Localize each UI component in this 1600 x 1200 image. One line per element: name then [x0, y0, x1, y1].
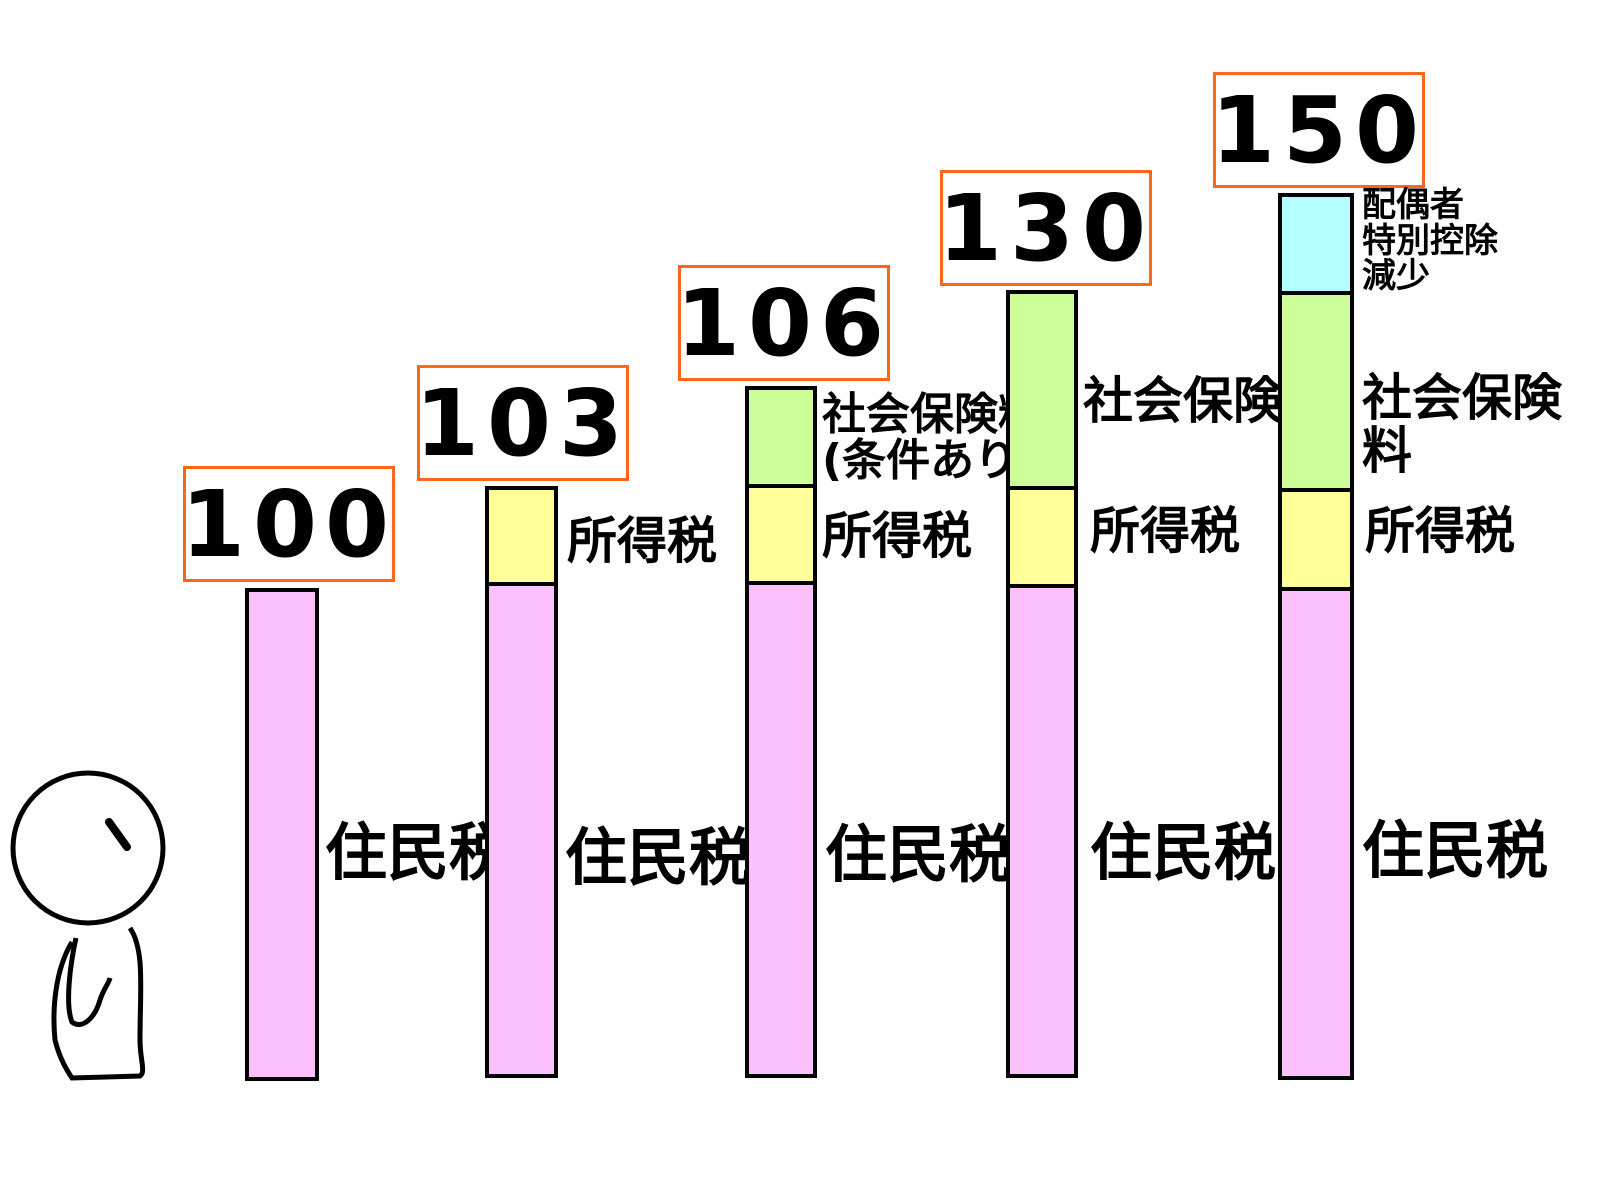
bar-segment	[745, 581, 817, 1078]
bar-segment	[1006, 290, 1078, 490]
segment-label: 配偶者 特別控除 減少	[1362, 185, 1498, 297]
bar-segment	[1278, 291, 1354, 492]
segment-label: 社会保険料	[1362, 369, 1562, 480]
person-illustration	[10, 770, 166, 1081]
segment-label: 住民税	[825, 818, 1012, 891]
segment-label: 住民税	[1362, 814, 1549, 887]
threshold-label-100: 100	[181, 466, 395, 582]
segment-label: 住民税	[325, 816, 512, 889]
segment-label: 所得税	[822, 507, 972, 565]
segment-label: 住民税	[1090, 816, 1277, 889]
segment-label: 社会保険料 (条件あり)	[822, 389, 1042, 487]
bar-segment	[745, 386, 817, 488]
bar-segment	[485, 486, 558, 586]
bar-segment	[485, 582, 558, 1078]
bar-segment	[245, 588, 319, 1081]
threshold-label-106: 106	[676, 265, 890, 381]
bar-segment	[1006, 584, 1078, 1078]
bar-segment	[745, 484, 817, 585]
bar-segment	[1278, 488, 1354, 591]
segment-label: 所得税	[567, 512, 717, 570]
bar-segment	[1006, 486, 1078, 588]
bar-segment	[1278, 587, 1354, 1080]
segment-label: 所得税	[1090, 502, 1240, 560]
segment-label: 住民税	[565, 821, 752, 894]
segment-label: 所得税	[1365, 502, 1515, 560]
threshold-label-130: 130	[938, 170, 1152, 286]
threshold-label-150: 150	[1211, 72, 1425, 188]
bar-segment	[1278, 193, 1354, 295]
threshold-label-103: 103	[415, 365, 629, 481]
